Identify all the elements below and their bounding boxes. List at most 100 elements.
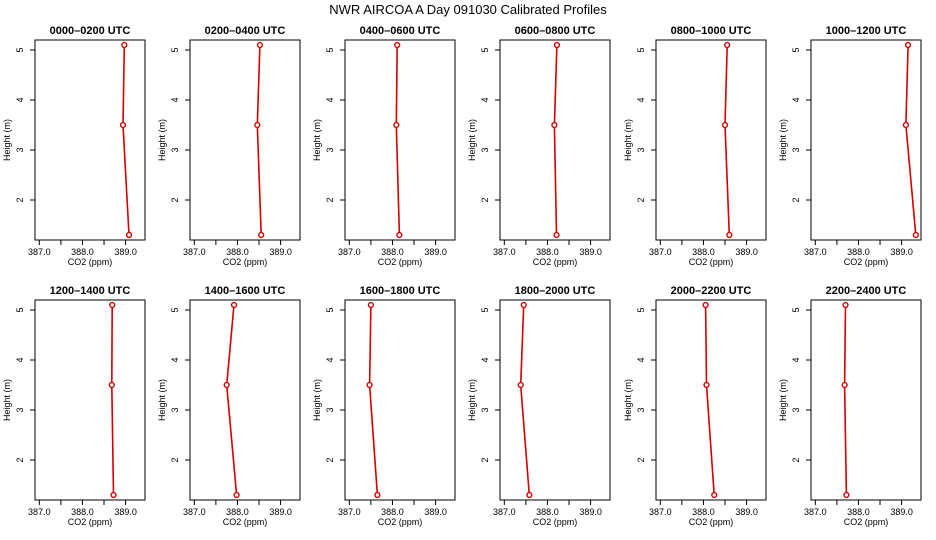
y-tick-label: 3 <box>480 407 490 412</box>
y-tick-label: 4 <box>791 97 801 102</box>
x-tick-label: 387.0 <box>338 247 361 257</box>
data-point <box>703 381 710 389</box>
data-point <box>724 41 731 49</box>
data-point <box>842 301 849 309</box>
plot-frame <box>189 299 301 501</box>
x-tick-label: 388.0 <box>71 507 94 517</box>
panel-title: 0200–0400 UTC <box>205 25 286 37</box>
x-tick-label: 387.0 <box>493 247 516 257</box>
x-tick-label: 389.0 <box>424 507 447 517</box>
y-tick-label: 2 <box>325 457 335 462</box>
x-axis-label: CO2 (ppm) <box>689 257 734 267</box>
data-point <box>726 231 733 239</box>
profile-panel: 1000–1200 UTC 387.0 388.0 389.0 2 3 4 5 CO2 (ppm… <box>778 25 922 267</box>
plot-frame <box>344 299 456 501</box>
y-tick-label: 4 <box>15 357 25 362</box>
panel-title: 1400–1600 UTC <box>205 285 286 297</box>
x-tick-label: 388.0 <box>381 247 404 257</box>
x-tick-label: 388.0 <box>692 507 715 517</box>
y-axis-label: Height (m) <box>312 119 322 161</box>
y-tick-label: 5 <box>15 47 25 52</box>
y-tick-label: 3 <box>170 147 180 152</box>
y-axis-label: Height (m) <box>623 119 633 161</box>
y-tick-label: 2 <box>480 197 490 202</box>
x-tick-label: 388.0 <box>226 247 249 257</box>
data-point <box>256 41 263 49</box>
plot-frame <box>34 299 146 501</box>
data-point <box>526 491 533 499</box>
y-tick-label: 2 <box>170 457 180 462</box>
profile-panel: 1600–1800 UTC 387.0 388.0 389.0 2 3 4 5 CO2 (ppm… <box>312 285 456 527</box>
y-tick-label: 5 <box>325 47 335 52</box>
y-axis-label: Height (m) <box>778 119 788 161</box>
profile-panel: 0600–0800 UTC 387.0 388.0 389.0 2 3 4 5 CO2 (ppm… <box>467 25 611 267</box>
data-point <box>374 491 381 499</box>
plot-frame <box>499 299 611 501</box>
profile-panel: 2200–2400 UTC 387.0 388.0 389.0 2 3 4 5 CO2 (ppm… <box>778 285 922 527</box>
page-title: NWR AIRCOA A Day 091030 Calibrated Profi… <box>329 2 607 17</box>
y-tick-label: 4 <box>791 357 801 362</box>
x-tick-label: 389.0 <box>424 247 447 257</box>
x-tick-label: 387.0 <box>493 507 516 517</box>
y-tick-label: 3 <box>791 147 801 152</box>
data-point <box>223 381 230 389</box>
x-tick-label: 389.0 <box>735 507 758 517</box>
x-tick-label: 388.0 <box>536 507 559 517</box>
data-point <box>902 121 910 129</box>
data-point <box>367 301 374 309</box>
profile-line <box>110 304 115 496</box>
y-tick-label: 5 <box>170 307 180 312</box>
y-tick-label: 3 <box>791 407 801 412</box>
data-point <box>396 231 403 239</box>
x-tick-label: 388.0 <box>226 507 249 517</box>
x-tick-label: 387.0 <box>804 247 827 257</box>
y-tick-label: 5 <box>791 47 801 52</box>
data-point <box>841 381 848 389</box>
data-point <box>843 491 850 499</box>
panel-title: 0800–1000 UTC <box>671 25 752 37</box>
profile-line <box>122 44 130 236</box>
y-tick-label: 5 <box>791 307 801 312</box>
data-point <box>553 41 561 49</box>
profile-panel: 1400–1600 UTC 387.0 388.0 389.0 2 3 4 5 CO2 (ppm… <box>157 285 301 527</box>
y-tick-label: 2 <box>636 457 646 462</box>
profile-line <box>553 44 558 236</box>
x-tick-label: 389.0 <box>579 247 602 257</box>
plot-frame <box>34 39 146 241</box>
x-axis-label: CO2 (ppm) <box>223 517 268 527</box>
y-tick-label: 3 <box>480 147 490 152</box>
data-point <box>254 121 261 129</box>
x-tick-label: 389.0 <box>269 247 292 257</box>
profile-line <box>368 304 379 496</box>
y-tick-label: 3 <box>170 407 180 412</box>
y-tick-label: 4 <box>170 357 180 362</box>
x-axis-label: CO2 (ppm) <box>844 257 889 267</box>
x-tick-label: 389.0 <box>579 507 602 517</box>
y-tick-label: 3 <box>325 407 335 412</box>
y-tick-label: 2 <box>15 197 25 202</box>
y-tick-label: 5 <box>636 47 646 52</box>
panel-title: 1600–1800 UTC <box>360 285 441 297</box>
panel-grid: 0000–0200 UTC 387.0 388.0 389.0 2 3 4 5 CO2 (ppm… <box>2 25 922 527</box>
data-point <box>520 301 527 309</box>
profile-line <box>395 44 401 236</box>
y-tick-label: 2 <box>325 197 335 202</box>
x-axis-label: CO2 (ppm) <box>68 517 113 527</box>
y-axis-label: Height (m) <box>467 119 477 161</box>
y-tick-label: 3 <box>636 147 646 152</box>
x-tick-label: 388.0 <box>381 507 404 517</box>
y-tick-label: 3 <box>325 147 335 152</box>
profile-line <box>225 304 238 496</box>
y-tick-label: 2 <box>480 457 490 462</box>
y-axis-label: Height (m) <box>2 119 12 161</box>
x-tick-label: 387.0 <box>649 507 672 517</box>
y-axis-label: Height (m) <box>623 379 633 421</box>
profile-panel: 0000–0200 UTC 387.0 388.0 389.0 2 3 4 5 CO2 (ppm… <box>2 25 146 267</box>
x-tick-label: 387.0 <box>649 247 672 257</box>
y-tick-label: 3 <box>636 407 646 412</box>
profile-line <box>843 304 848 496</box>
y-axis-label: Height (m) <box>157 379 167 421</box>
x-axis-label: CO2 (ppm) <box>378 517 423 527</box>
profile-line <box>905 44 917 236</box>
profile-panel: 2000–2200 UTC 387.0 388.0 389.0 2 3 4 5 CO2 (ppm… <box>623 285 767 527</box>
